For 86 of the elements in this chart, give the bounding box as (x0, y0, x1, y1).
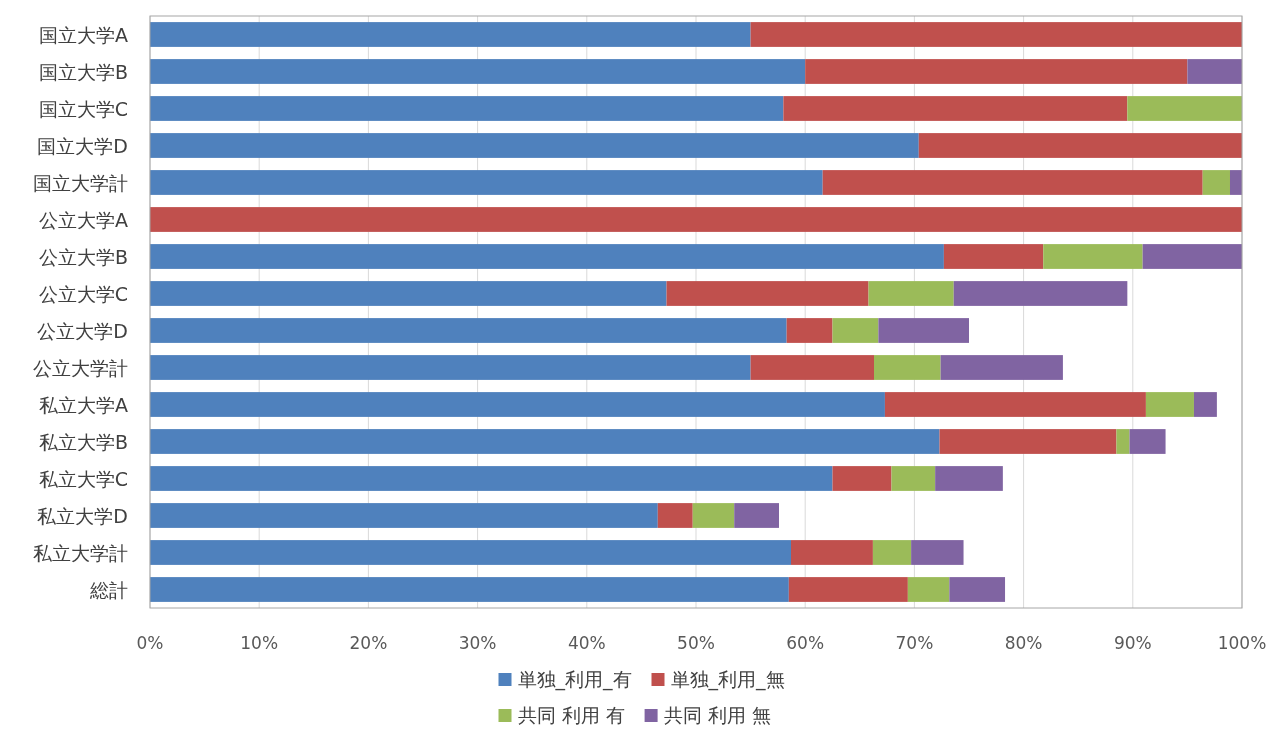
x-tick-label: 40% (567, 633, 606, 653)
bar (1116, 429, 1130, 454)
y-tick-label: 国立大学計 (33, 171, 128, 194)
bar (891, 466, 936, 491)
y-tick-label: 国立大学B (38, 60, 128, 83)
y-tick-label: 私立大学C (38, 467, 128, 490)
bar (150, 540, 791, 565)
bar (868, 281, 954, 306)
bar (666, 281, 869, 306)
legend-label: 単独_利用_有 (517, 668, 632, 691)
bar (150, 503, 658, 528)
x-tick-label: 0% (136, 633, 164, 653)
y-tick-label: 公立大学計 (33, 356, 128, 379)
bar (884, 392, 1146, 417)
bar (791, 540, 873, 565)
x-tick-label: 90% (1113, 633, 1152, 653)
legend-label: 共同 利用 有 (517, 704, 625, 726)
x-tick-label: 80% (1004, 633, 1043, 653)
bar (150, 96, 784, 121)
bar (1193, 392, 1217, 417)
x-tick-label: 50% (677, 633, 715, 653)
bar (832, 466, 892, 491)
bar (911, 540, 964, 565)
bar (1142, 244, 1242, 269)
legend-label: 共同 利用 無 (663, 704, 771, 726)
bar (872, 540, 912, 565)
bar (657, 503, 693, 528)
y-tick-label: 私立大学D (37, 504, 128, 527)
bar (150, 207, 1242, 232)
bar (805, 59, 1188, 84)
bar (786, 318, 833, 343)
bar (692, 503, 735, 528)
bar (949, 577, 1006, 602)
bar (953, 281, 1128, 306)
bar (874, 355, 941, 380)
bar (935, 466, 1003, 491)
y-tick-label: 私立大学計 (33, 541, 128, 564)
bar (150, 355, 751, 380)
x-tick-label: 20% (349, 633, 388, 653)
y-tick-label: 国立大学D (37, 134, 128, 157)
bar (150, 466, 833, 491)
bar (943, 244, 1044, 269)
y-tick-label: 総計 (89, 578, 128, 601)
x-tick-label: 30% (458, 633, 497, 653)
x-tick-label: 70% (895, 633, 934, 653)
bar (150, 22, 751, 47)
bar (150, 244, 944, 269)
y-tick-label: 私立大学B (38, 430, 128, 453)
bar (1145, 392, 1194, 417)
bar (150, 318, 787, 343)
x-tick-label: 60% (786, 633, 825, 653)
y-tick-label: 国立大学C (38, 97, 128, 120)
legend-label: 単独_利用_無 (670, 668, 785, 691)
bar (1127, 96, 1242, 121)
y-tick-label: 公立大学C (38, 282, 128, 305)
bar (918, 133, 1242, 158)
x-tick-label: 100% (1217, 633, 1267, 653)
y-tick-label: 公立大学A (39, 208, 128, 231)
bar (750, 22, 1242, 47)
bar (150, 392, 885, 417)
bar (1229, 170, 1242, 195)
bar (1043, 244, 1143, 269)
bar (150, 281, 667, 306)
bar (1129, 429, 1166, 454)
bar (150, 170, 823, 195)
y-tick-label: 公立大学D (37, 319, 128, 342)
y-tick-label: 私立大学A (39, 393, 128, 416)
bar (1202, 170, 1230, 195)
bar (1187, 59, 1242, 84)
bar (750, 355, 874, 380)
bar (788, 577, 908, 602)
bar (940, 355, 1063, 380)
bar (150, 133, 919, 158)
bar (832, 318, 879, 343)
bar (907, 577, 950, 602)
bar (783, 96, 1128, 121)
y-tick-label: 国立大学A (39, 23, 128, 46)
bar (734, 503, 779, 528)
bar (878, 318, 969, 343)
x-tick-label: 10% (240, 633, 279, 653)
bar (150, 59, 806, 84)
bar (939, 429, 1117, 454)
bar (822, 170, 1203, 195)
y-tick-label: 公立大学B (38, 245, 128, 268)
bar (150, 429, 940, 454)
bar (150, 577, 789, 602)
